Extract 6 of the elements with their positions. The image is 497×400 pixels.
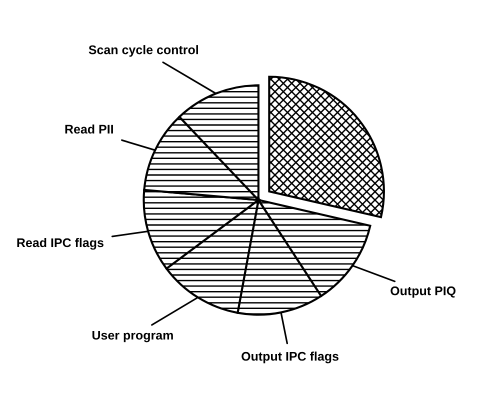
slice-label: Scan cycle control xyxy=(88,45,198,57)
slice-label: Output IPC flags xyxy=(242,352,338,364)
slice-label: User program xyxy=(92,330,173,342)
slice-label: Read IPC flags xyxy=(17,238,104,250)
slice-label: Read PII xyxy=(65,124,113,134)
slice-label: Output PIQ xyxy=(390,286,456,298)
